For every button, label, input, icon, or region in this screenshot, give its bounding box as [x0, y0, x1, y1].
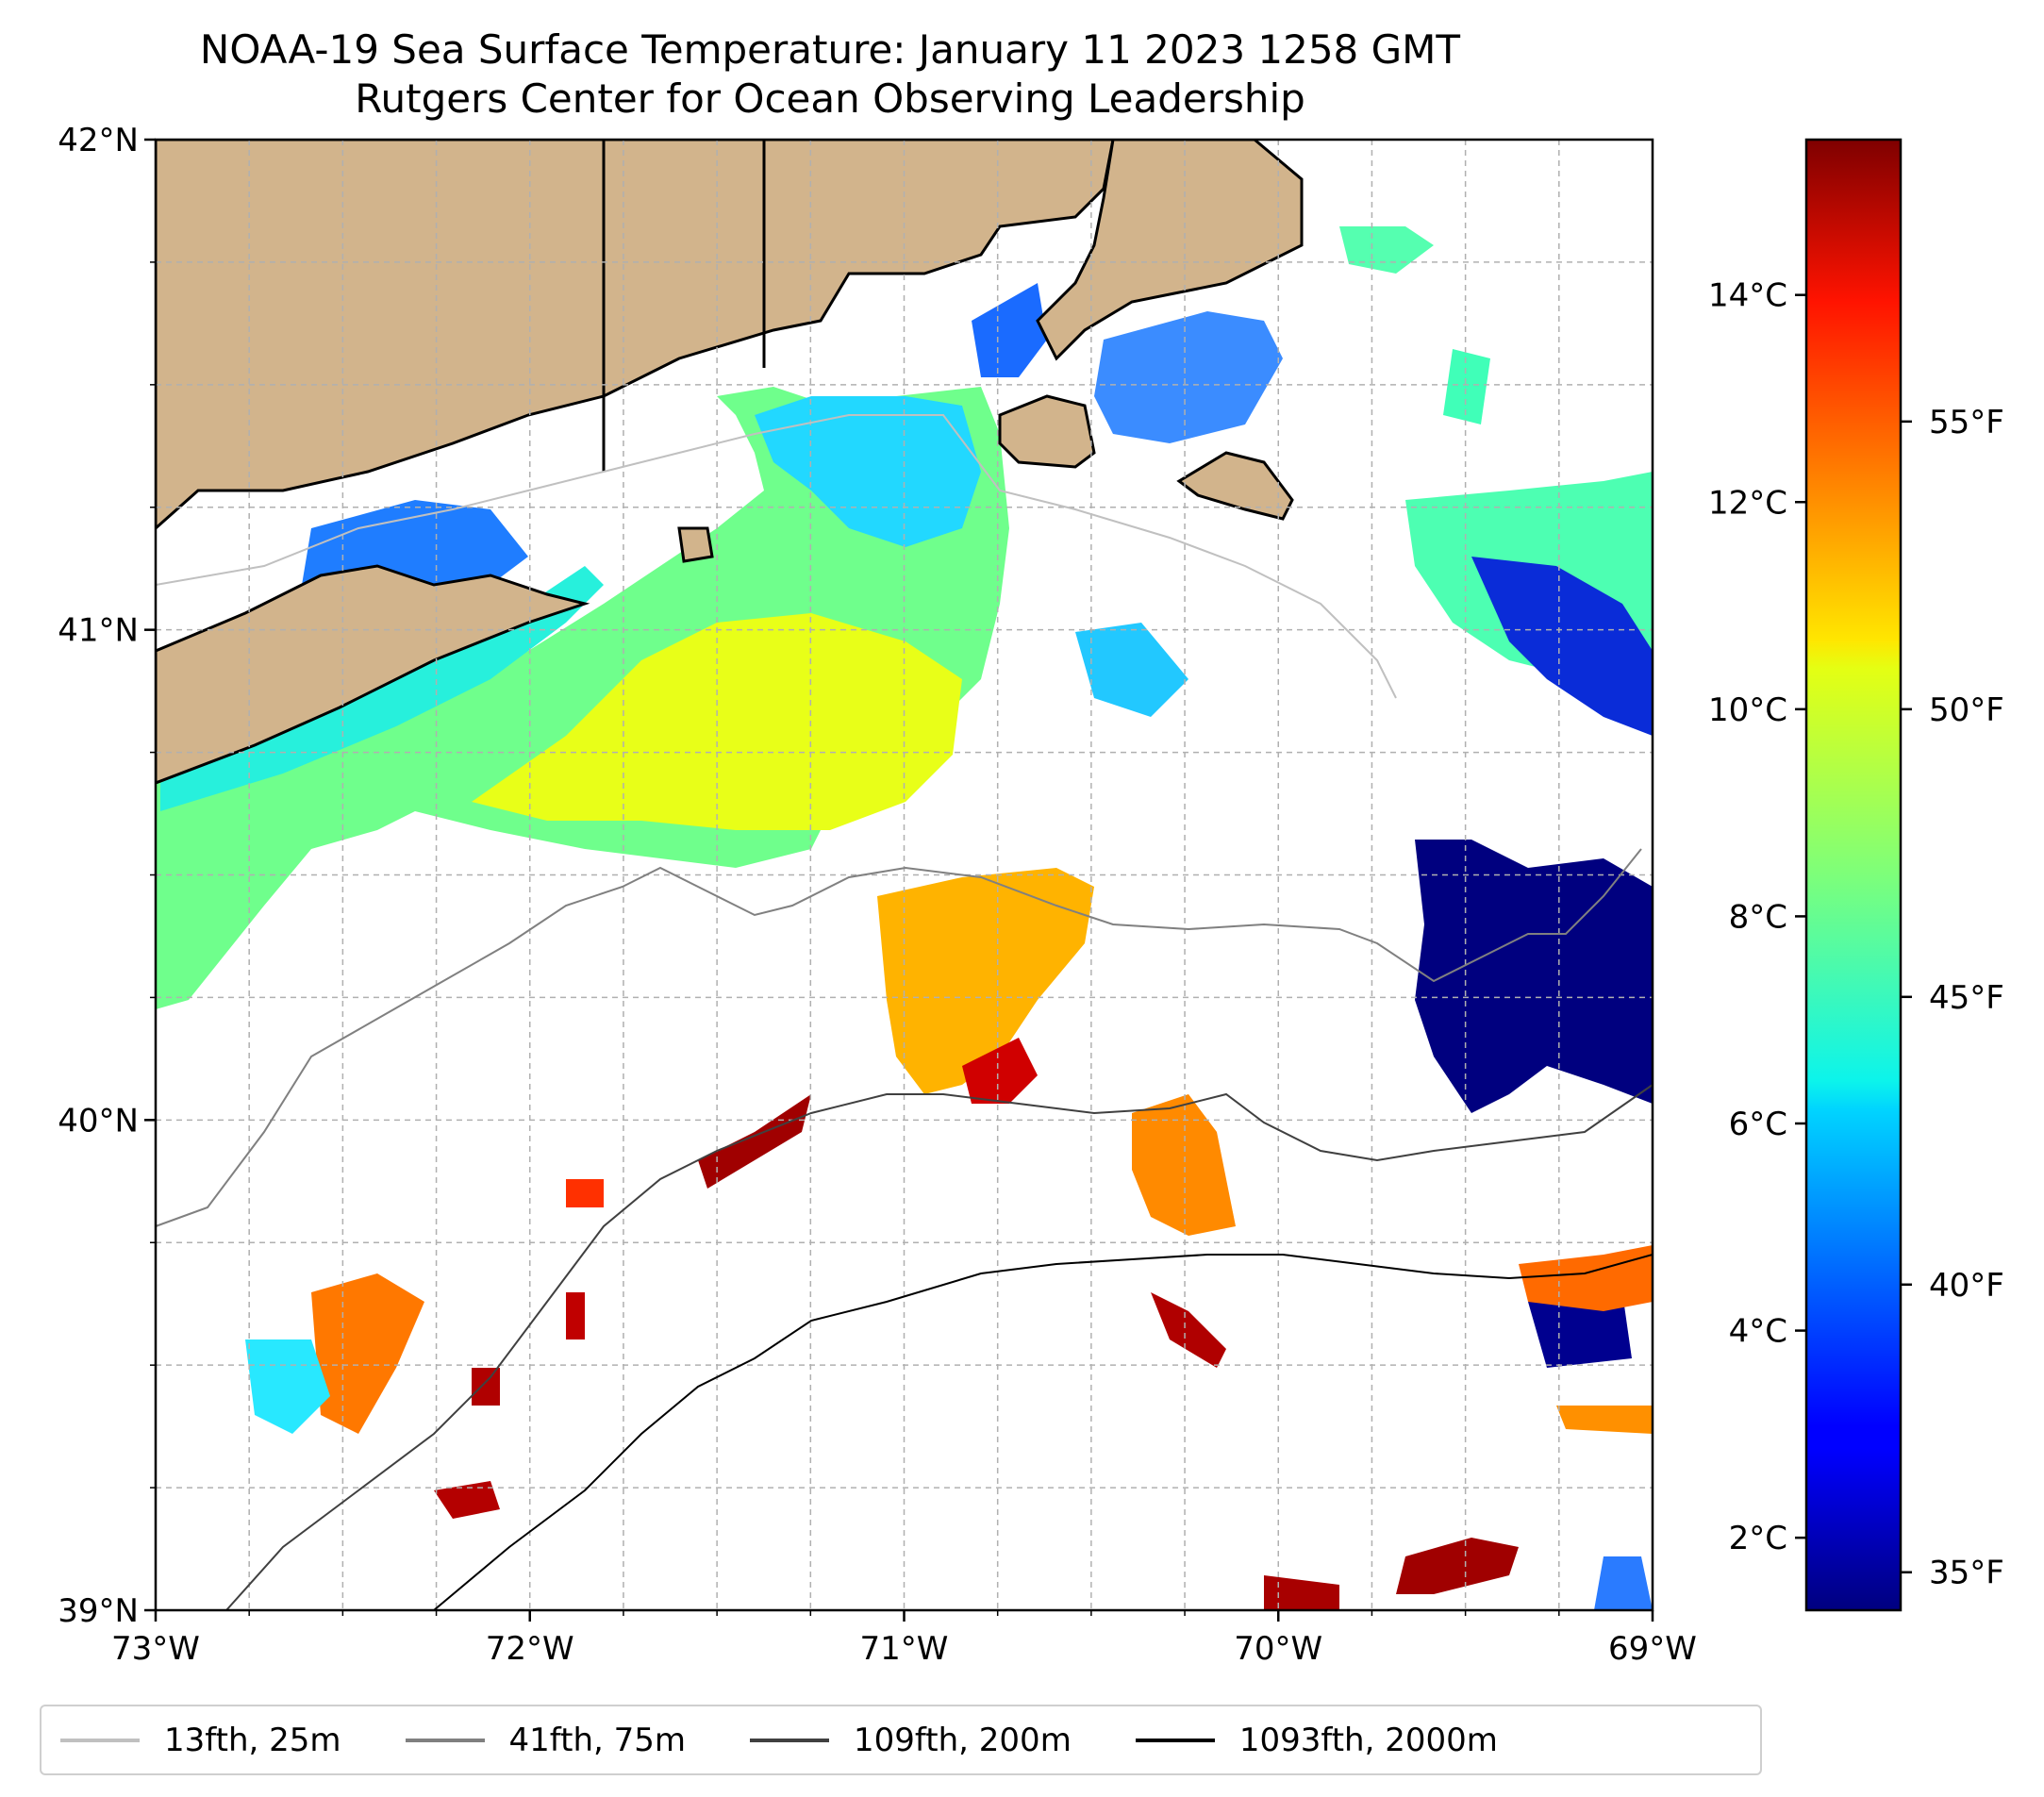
- legend-entry-25m: 13fth, 25m: [60, 1722, 341, 1759]
- legend-swatch-2000m: [1135, 1738, 1215, 1742]
- colorbar-gradient: [1804, 138, 1903, 1612]
- x-tick-label: 72°W: [486, 1630, 574, 1668]
- celsius-tick-label: 6°C: [1729, 1106, 1787, 1143]
- sst-warm-eddy-6: [1396, 1538, 1519, 1594]
- sst-warm-eddy-11: [472, 1368, 500, 1406]
- map-title: NOAA-19 Sea Surface Temperature: January…: [199, 26, 1461, 73]
- celsius-tick-label: 12°C: [1708, 484, 1787, 522]
- sst-warm-eddy-5: [1151, 1292, 1226, 1368]
- legend-entry-200m: 109fth, 200m: [750, 1722, 1072, 1759]
- legend-entry-2000m: 1093fth, 2000m: [1135, 1721, 1498, 1759]
- fahrenheit-tick-label: 45°F: [1929, 979, 2004, 1017]
- legend-swatch-200m: [750, 1738, 830, 1742]
- legend-label-75m: 41fth, 75m: [508, 1721, 687, 1759]
- celsius-tick-label: 10°C: [1708, 691, 1787, 729]
- x-tick-label: 73°W: [111, 1630, 200, 1668]
- celsius-tick-label: 14°C: [1708, 277, 1787, 315]
- contour-200m: [225, 1084, 1653, 1610]
- sst-warm-eddy-13: [566, 1179, 604, 1207]
- sst-gulf-ne-blue: [1471, 557, 1653, 736]
- legend-label-2000m: 1093fth, 2000m: [1238, 1721, 1498, 1759]
- colorbar: 2°C 4°C 6°C 8°C 10°C 12°C 14°C 35°F 40°F 45°F 50°…: [1708, 138, 2004, 1612]
- map-subtitle: Rutgers Center for Ocean Observing Leade…: [355, 75, 1305, 122]
- bathymetry-contours: [156, 414, 1653, 1610]
- fahrenheit-tick-label: 35°F: [1929, 1555, 2004, 1592]
- legend-label-200m: 109fth, 200m: [854, 1721, 1072, 1759]
- contour-legend: 13fth, 25m 41fth, 75m 109fth, 200m 1093f…: [40, 1705, 1762, 1775]
- land-nantucket: [1176, 451, 1294, 521]
- contour-2000m: [433, 1254, 1653, 1610]
- land-marthas-vineyard: [998, 394, 1096, 469]
- colorbar-celsius-axis: 2°C 4°C 6°C 8°C 10°C 12°C 14°C: [1708, 277, 1806, 1557]
- land-block-island: [677, 526, 714, 563]
- sst-slope-orange: [877, 868, 1094, 1094]
- fahrenheit-tick-label: 55°F: [1929, 404, 2004, 441]
- sst-warm-eddy-9: [1556, 1406, 1653, 1434]
- sst-slope-red: [962, 1038, 1038, 1104]
- sst-warm-eddy-12: [566, 1292, 585, 1339]
- contour-25m: [156, 414, 1397, 699]
- celsius-tick-label: 4°C: [1729, 1313, 1787, 1351]
- x-axis: 73°W 72°W 71°W 70°W 69°W: [111, 1610, 1697, 1668]
- y-tick-label: 41°N: [58, 612, 139, 650]
- y-tick-label: 40°N: [58, 1102, 139, 1140]
- sst-warm-eddy-14: [1594, 1556, 1653, 1610]
- sst-cyan-patch-mid: [1075, 623, 1188, 717]
- sst-nantucket-sound: [1094, 311, 1283, 443]
- legend-entry-75m: 41fth, 75m: [405, 1721, 687, 1759]
- y-tick-label: 39°N: [58, 1592, 139, 1630]
- state-borders: [602, 140, 1038, 472]
- x-tick-label: 69°W: [1608, 1630, 1697, 1668]
- sst-cold-pool-2: [1528, 1292, 1632, 1368]
- contour-75m: [156, 848, 1642, 1227]
- y-axis: 42°N 41°N 40°N 39°N: [58, 122, 156, 1630]
- legend-swatch-75m: [405, 1738, 485, 1742]
- sst-warm-eddy-2: [1132, 1094, 1236, 1236]
- land-layer: [156, 140, 1304, 785]
- sst-warm-eddy-10: [434, 1481, 500, 1519]
- sst-shelf-west: [156, 387, 1009, 1009]
- colorbar-fahrenheit-axis: 35°F 40°F 45°F 50°F 55°F: [1901, 404, 2004, 1592]
- fahrenheit-tick-label: 40°F: [1929, 1267, 2004, 1305]
- sst-warm-eddy-1: [698, 1094, 811, 1189]
- legend-label-25m: 13fth, 25m: [164, 1721, 341, 1759]
- map-area: [156, 140, 1653, 1610]
- gridlines: [156, 140, 1653, 1610]
- sst-buzzards-blue: [972, 283, 1047, 377]
- x-tick-label: 70°W: [1234, 1630, 1322, 1668]
- land-long-island: [156, 564, 590, 785]
- celsius-tick-label: 8°C: [1729, 898, 1787, 936]
- land-new-england: [156, 140, 1115, 531]
- sst-warm-eddy-7: [1264, 1575, 1339, 1610]
- fahrenheit-tick-label: 50°F: [1929, 691, 2004, 729]
- sst-cyan-patch-ne2: [1443, 349, 1490, 424]
- land-cape-cod: [1036, 140, 1304, 361]
- celsius-tick-label: 2°C: [1729, 1520, 1787, 1557]
- legend-swatch-25m: [60, 1738, 140, 1742]
- x-tick-label: 71°W: [860, 1630, 949, 1668]
- y-tick-label: 42°N: [58, 122, 139, 159]
- sst-warm-eddy-3: [311, 1273, 424, 1434]
- sst-warm-eddy-8: [1519, 1245, 1653, 1311]
- sst-warm-eddy-4: [245, 1339, 330, 1434]
- sst-cold-pool: [1415, 840, 1653, 1113]
